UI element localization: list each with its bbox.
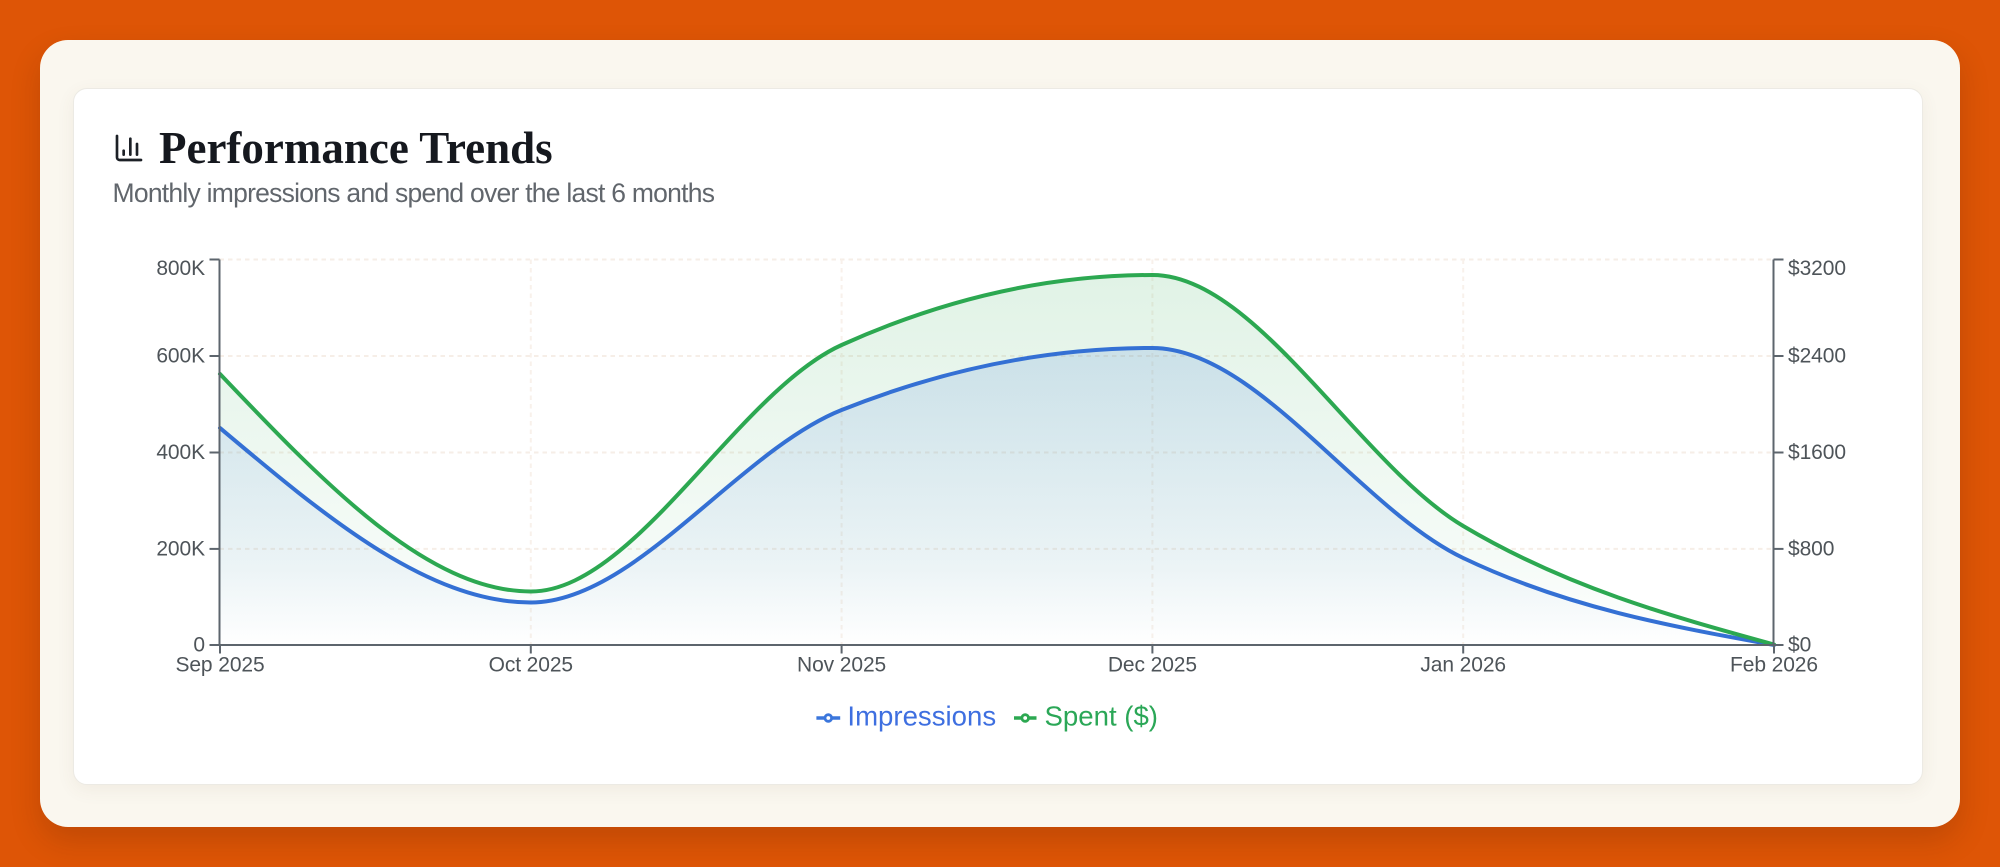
svg-text:Impressions: Impressions bbox=[847, 701, 996, 732]
svg-text:600K: 600K bbox=[156, 345, 205, 368]
svg-text:$2400: $2400 bbox=[1788, 345, 1846, 368]
svg-text:$0: $0 bbox=[1788, 634, 1811, 657]
svg-text:Sep 2025: Sep 2025 bbox=[175, 654, 264, 677]
svg-text:Spent ($): Spent ($) bbox=[1045, 701, 1159, 732]
svg-text:800K: 800K bbox=[156, 257, 205, 280]
svg-text:$800: $800 bbox=[1788, 537, 1834, 560]
svg-text:Feb 2026: Feb 2026 bbox=[1730, 654, 1818, 677]
svg-text:$1600: $1600 bbox=[1788, 441, 1846, 464]
svg-text:200K: 200K bbox=[156, 537, 205, 560]
svg-text:0: 0 bbox=[193, 634, 205, 657]
svg-text:Oct 2025: Oct 2025 bbox=[489, 654, 573, 677]
svg-text:$3200: $3200 bbox=[1788, 257, 1846, 280]
svg-text:Dec 2025: Dec 2025 bbox=[1108, 654, 1197, 677]
svg-text:400K: 400K bbox=[156, 441, 205, 464]
svg-text:Jan 2026: Jan 2026 bbox=[1420, 654, 1506, 677]
svg-text:Nov 2025: Nov 2025 bbox=[797, 654, 886, 677]
